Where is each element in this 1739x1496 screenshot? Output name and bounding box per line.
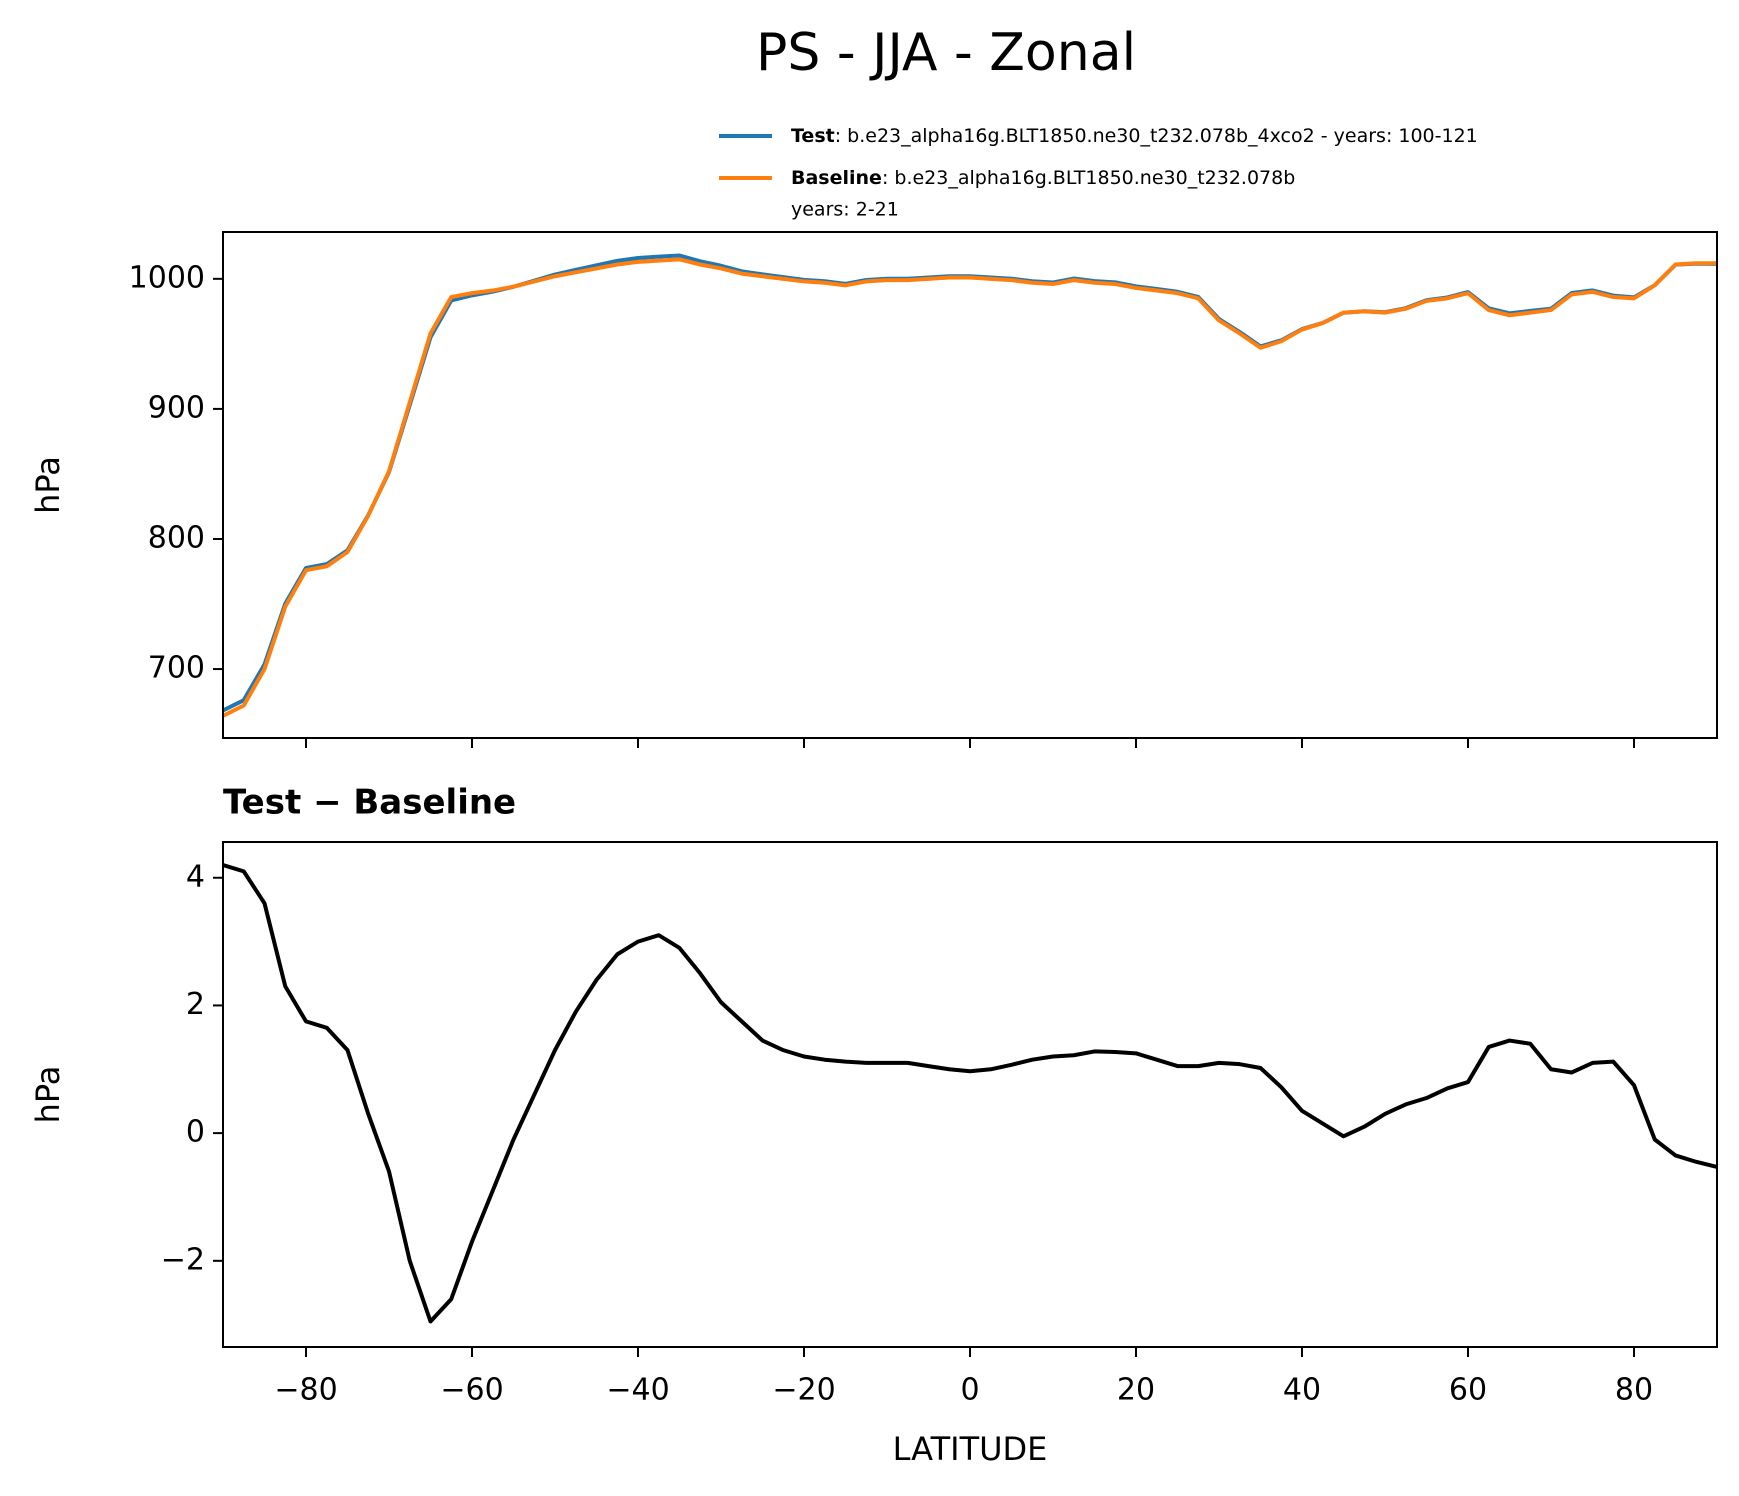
figure-title: PS - JJA - Zonal [756, 23, 1136, 83]
x-tick-label: −60 [440, 1373, 503, 1408]
x-tick-label: −40 [606, 1373, 669, 1408]
y-tick-label: 900 [148, 390, 205, 425]
x-tick-label: −80 [274, 1373, 337, 1408]
y-tick-label: −2 [161, 1242, 205, 1277]
legend-description: years: 2-21 [791, 199, 899, 221]
legend-entry: Test: b.e23_alpha16g.BLT1850.ne30_t232.0… [791, 125, 1478, 147]
x-tick-label: 60 [1449, 1373, 1487, 1408]
x-tick-label: 0 [960, 1373, 979, 1408]
y-axis-label: hPa [29, 456, 67, 514]
x-tick-label: 80 [1615, 1373, 1653, 1408]
x-axis-label: LATITUDE [893, 1430, 1048, 1468]
y-tick-label: 4 [186, 859, 205, 894]
y-tick-label: 2 [186, 987, 205, 1022]
x-tick-label: −20 [772, 1373, 835, 1408]
y-axis-label: hPa [29, 1066, 67, 1124]
legend-name: Baseline [791, 167, 882, 189]
legend-entry: Baseline: b.e23_alpha16g.BLT1850.ne30_t2… [791, 167, 1295, 189]
legend-name: Test [791, 125, 835, 147]
data-line [223, 257, 1717, 718]
subplot-title: Test − Baseline [223, 783, 516, 823]
y-tick-label: 800 [148, 520, 205, 555]
y-tick-label: 1000 [129, 260, 205, 295]
plot-frame [222, 231, 1718, 739]
y-tick-label: 0 [186, 1115, 205, 1150]
legend-description: : b.e23_alpha16g.BLT1850.ne30_t232.078b [882, 167, 1295, 189]
x-tick-label: 20 [1117, 1373, 1155, 1408]
y-tick-label: 700 [148, 651, 205, 686]
data-line [223, 863, 1717, 1324]
plot-frame [222, 841, 1718, 1348]
legend-description: : b.e23_alpha16g.BLT1850.ne30_t232.078b_… [835, 125, 1478, 147]
x-tick-label: 40 [1283, 1373, 1321, 1408]
